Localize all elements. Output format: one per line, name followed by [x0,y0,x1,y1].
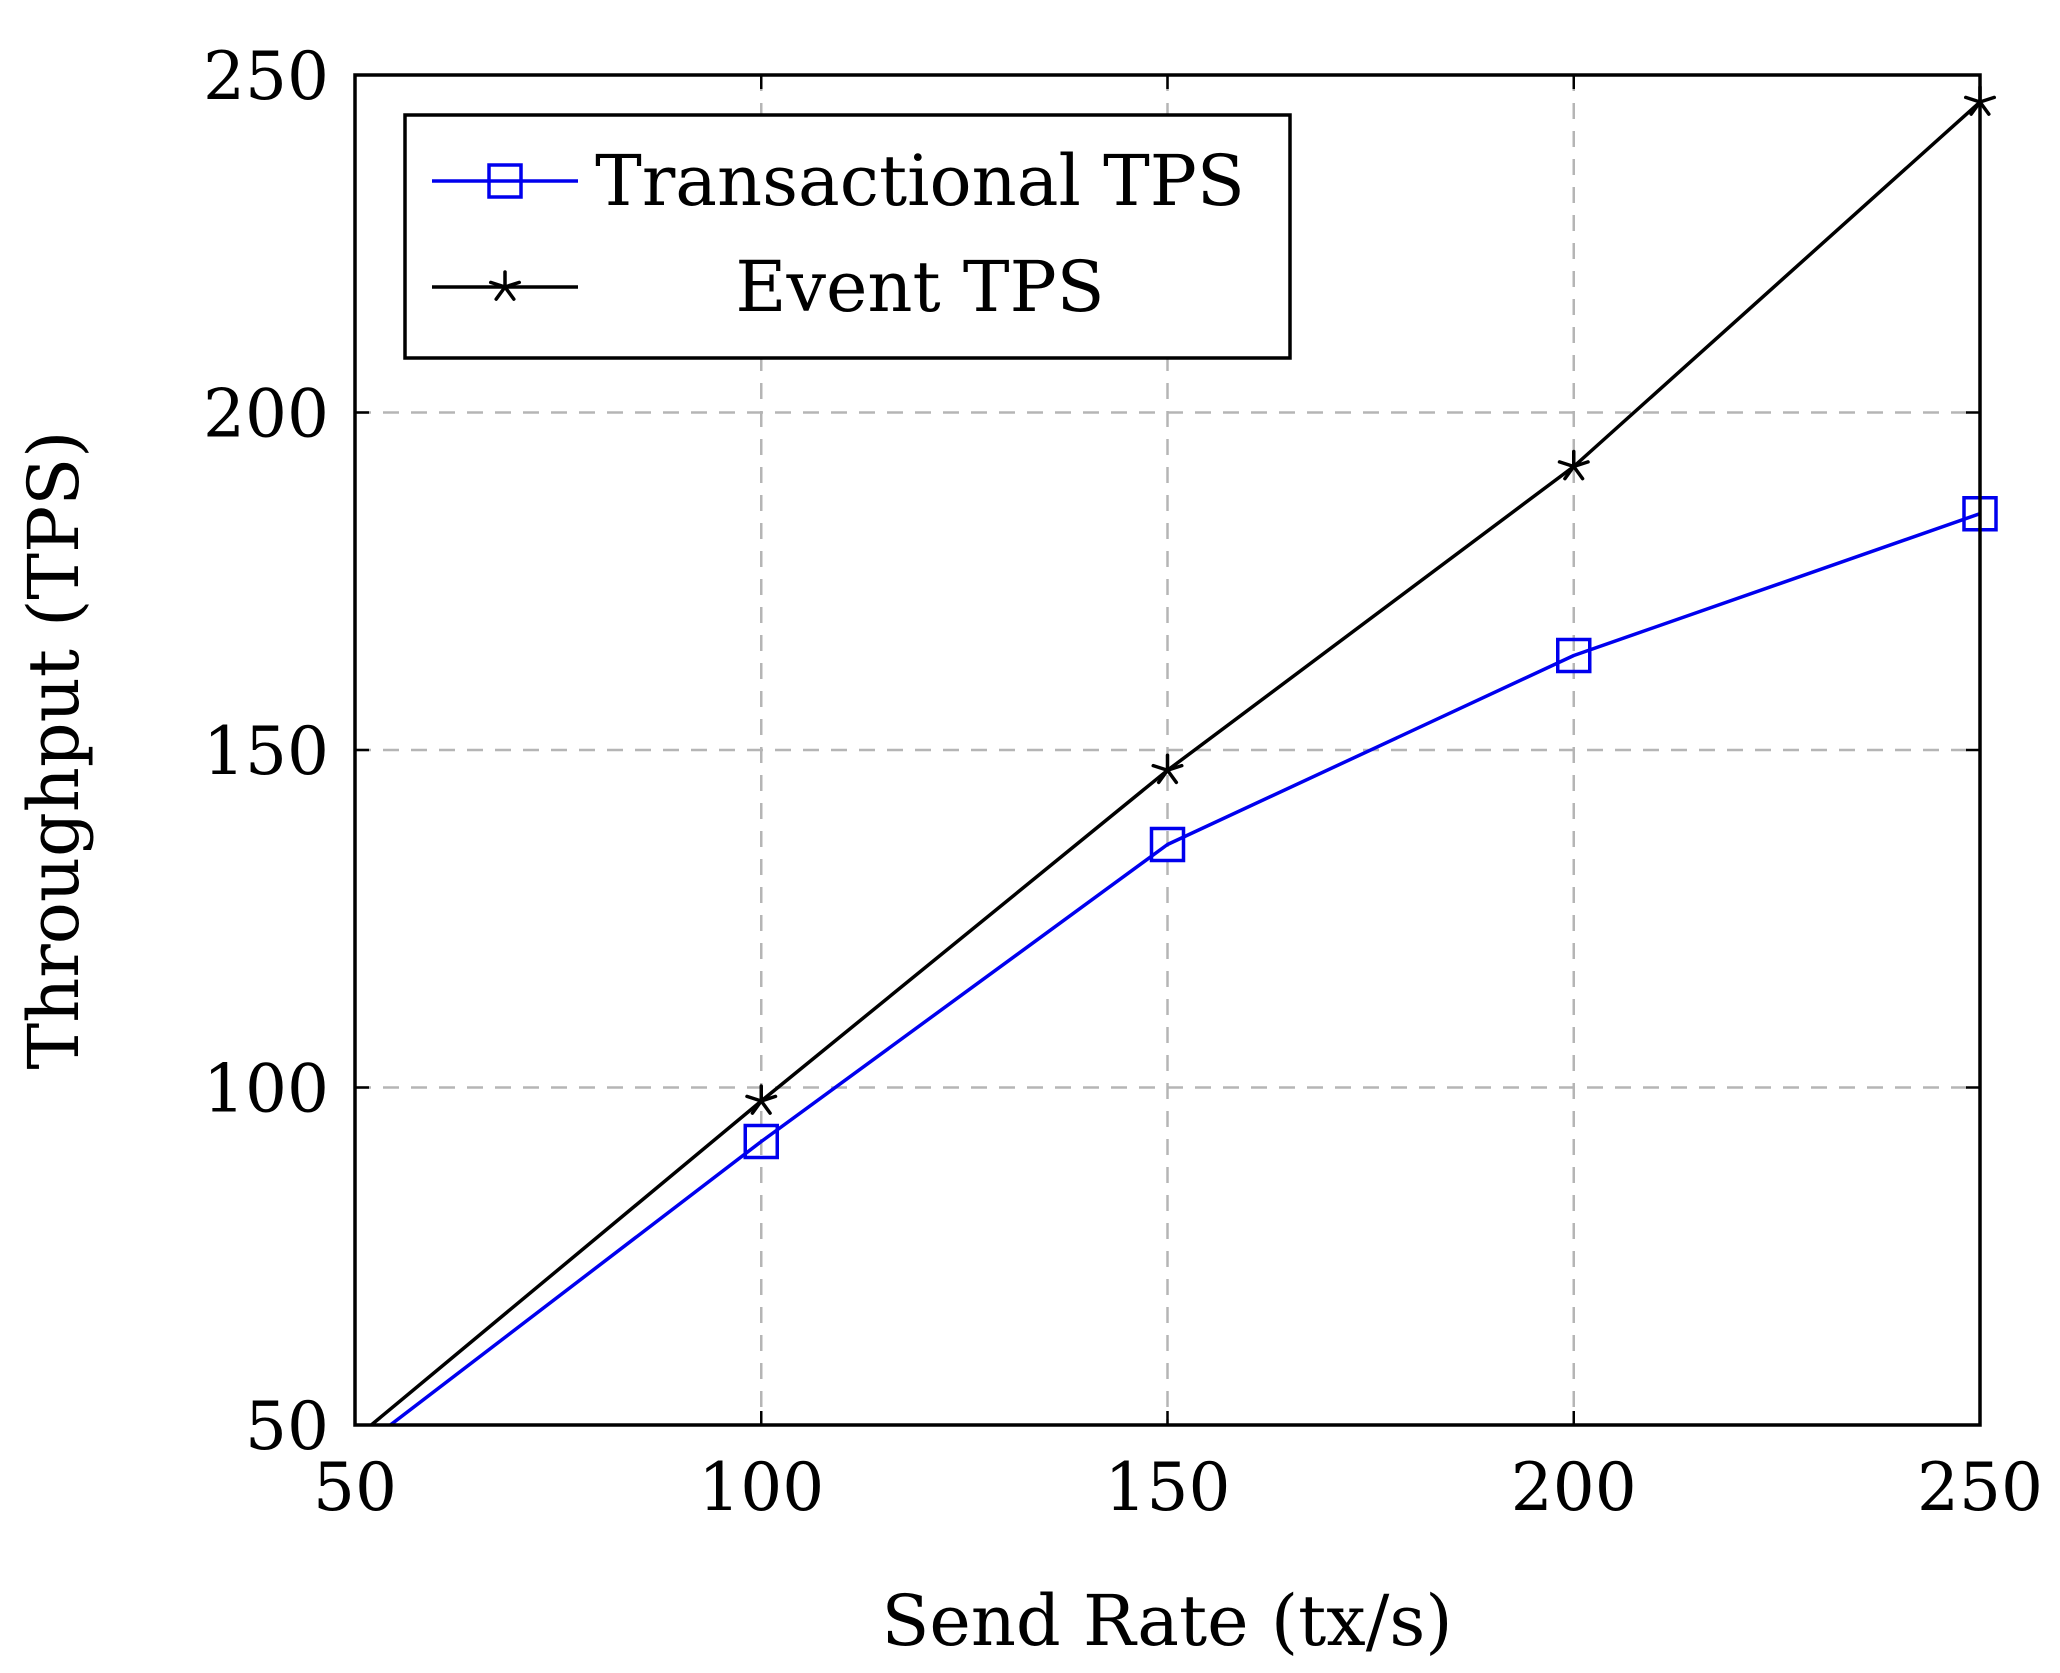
y-tick-label: 50 [245,1388,329,1465]
y-tick-label: 200 [203,376,329,453]
data-point [1151,753,1184,785]
legend-label: Transactional TPS [595,140,1245,222]
y-tick-label: 150 [203,713,329,790]
legend-marker [488,270,522,301]
x-axis-title: Send Rate (tx/s) [881,1580,1452,1662]
legend: Transactional TPS Event TPS [403,113,1292,360]
y-tick-label: 100 [203,1051,329,1128]
y-tick-label: 250 [203,38,329,115]
data-point [1149,826,1186,863]
x-tick-label: 100 [698,1449,824,1526]
data-point [1556,637,1592,674]
series-line-0 [387,512,1980,1425]
legend-marker [487,163,523,199]
legend-box [403,113,1292,360]
data-point [1557,449,1590,481]
ticks: 50 100 150 200 250 50 100 150 200 250 [203,38,2043,1526]
x-tick-label: 250 [1917,1449,2043,1526]
x-tick-label: 50 [313,1449,397,1526]
legend-label: Event TPS [735,246,1104,328]
x-tick-label: 200 [1511,1449,1637,1526]
y-axis-title: Throughput (TPS) [13,431,95,1070]
data-point [745,1084,778,1115]
data-point [743,1123,779,1160]
x-tick-label: 150 [1105,1449,1231,1526]
